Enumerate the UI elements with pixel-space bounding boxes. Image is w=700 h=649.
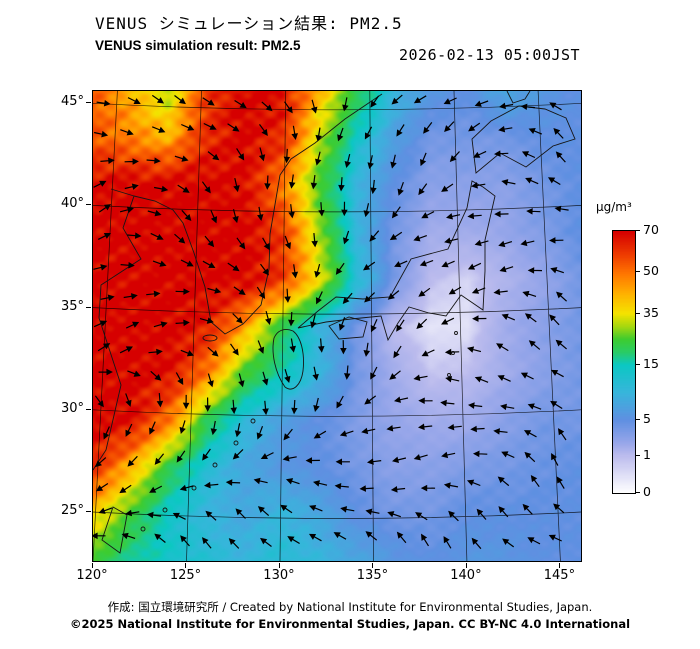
colorbar-tick	[636, 419, 640, 421]
coastline-shikoku	[328, 316, 368, 340]
coastline-hokkaido	[471, 105, 576, 174]
lon-label-145: 145°	[543, 568, 576, 583]
lat-label-35: 35°	[60, 298, 84, 314]
wind-arrows	[93, 94, 569, 550]
colorbar-tick-label-35: 35	[643, 304, 659, 320]
license-line: ©2025 National Institute for Environment…	[69, 617, 631, 631]
lon-label-130: 130°	[263, 568, 295, 583]
colorbar: 70 50 35 15 5 1 0	[612, 222, 659, 499]
lon-label-120: 120°	[76, 568, 108, 583]
islands-ryukyu	[140, 418, 256, 532]
lat-tick	[86, 102, 91, 104]
forecast-datetime: 2026-02-13 05:00JST	[399, 46, 581, 64]
lon-label-140: 140°	[450, 568, 482, 583]
lon-tick	[559, 563, 561, 568]
wind-arrow-glyphs	[93, 94, 569, 550]
island-jeju	[202, 334, 218, 342]
colorbar-gradient	[612, 230, 636, 494]
colorbar-tick-label-5: 5	[643, 411, 651, 427]
colorbar-tick	[636, 364, 640, 366]
colorbar-unit-label: μg/m³	[596, 200, 632, 214]
coastline-sakhalin	[506, 91, 531, 104]
credit-line: 作成: 国立環境研究所 / Created by National Instit…	[107, 600, 593, 614]
colorbar-tick-label-70: 70	[643, 222, 659, 237]
coastline-kyushu	[272, 328, 304, 390]
coastline-korea-primorye	[133, 93, 383, 335]
lon-tick	[372, 563, 374, 568]
colorbar-tick	[636, 312, 640, 314]
graticule-path	[93, 91, 581, 561]
colorbar-tick	[636, 271, 640, 273]
colorbar-tick-label-50: 50	[643, 263, 659, 279]
lon-label-125: 125°	[169, 568, 202, 583]
lon-tick	[92, 563, 93, 568]
lat-label-45: 45°	[60, 94, 84, 110]
lat-label-25: 25°	[60, 502, 84, 518]
map-overlay	[93, 91, 581, 561]
colorbar-tick-label-0: 0	[643, 484, 651, 499]
colorbar-tick	[636, 492, 640, 493]
page-title-english: VENUS simulation result: PM2.5	[95, 38, 301, 53]
colorbar-tick-label-1: 1	[643, 446, 651, 462]
coastline-china	[93, 188, 142, 471]
coastline-taiwan	[101, 506, 128, 554]
simulation-map	[92, 90, 582, 562]
lon-label-135: 135°	[356, 568, 389, 583]
lon-tick	[278, 563, 280, 568]
colorbar-tick	[636, 454, 640, 456]
colorbar-tick	[636, 230, 640, 231]
page-title-japanese: VENUS シミュレーション結果: PM2.5	[95, 14, 403, 33]
coastline-honshu	[297, 180, 496, 342]
lon-tick	[465, 563, 467, 568]
lon-tick	[185, 563, 187, 568]
graticule-grid	[93, 91, 581, 561]
lat-tick	[86, 204, 91, 206]
colorbar-tick-label-15: 15	[643, 356, 659, 372]
lat-tick	[86, 510, 91, 512]
coastlines	[93, 91, 576, 554]
pm25-heatmap-canvas	[93, 91, 581, 561]
lat-label-40: 40°	[60, 196, 84, 212]
lat-label-30: 30°	[60, 400, 84, 416]
lat-tick	[86, 306, 91, 308]
lat-tick	[86, 408, 91, 410]
